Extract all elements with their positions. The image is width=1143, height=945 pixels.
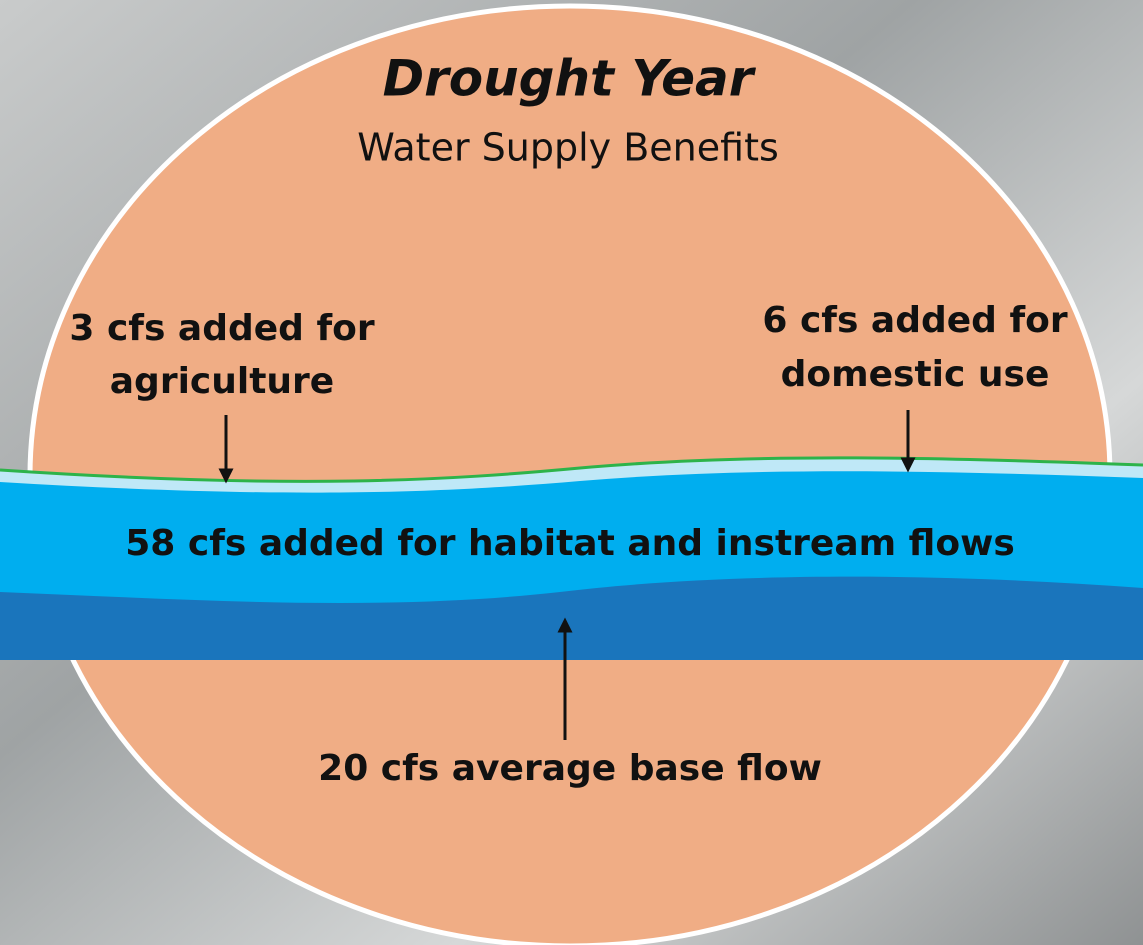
annotation: 58 cfs added for habitat and instream fl… (125, 523, 1015, 564)
annotation: 3 cfs added for (69, 308, 374, 349)
subtitle: Water Supply Benefits (357, 126, 779, 170)
infographic: Drought Year Water Supply Benefits 3 cfs… (0, 0, 1143, 945)
annotation: 20 cfs average base flow (318, 748, 822, 789)
title: Drought Year (383, 50, 757, 108)
annotation: agriculture (110, 361, 334, 402)
annotation: 6 cfs added for (762, 300, 1067, 341)
page: Drought Year Water Supply Benefits 3 cfs… (0, 0, 1143, 945)
annotation: domestic use (781, 354, 1050, 395)
